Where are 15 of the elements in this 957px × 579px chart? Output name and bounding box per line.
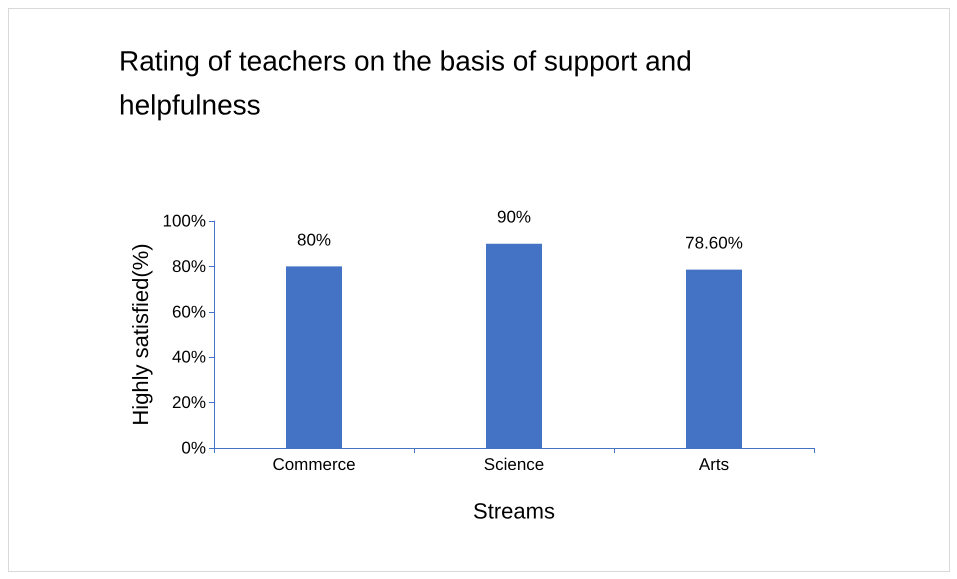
x-tick-label: Science [484, 455, 544, 474]
x-tick-label: Arts [698, 455, 730, 474]
chart-title: Rating of teachers on the basis of support and helpfulness [119, 46, 700, 120]
y-tick-label: 40% [172, 348, 206, 367]
y-axis-title: Highly satisfied(%) [128, 243, 154, 426]
y-tick-label: 0% [181, 438, 206, 458]
y-tick-label: 100% [162, 212, 206, 230]
y-tick-label: 20% [172, 393, 206, 412]
x-tick-label: Commerce [272, 455, 356, 474]
y-tick-label: 60% [172, 302, 206, 322]
data-label: 90% [496, 208, 532, 227]
data-label: 80% [296, 230, 332, 250]
y-tick-label: 80% [172, 256, 206, 276]
x-axis-title: Streams [473, 498, 555, 524]
data-label: 78.60% [685, 234, 743, 253]
